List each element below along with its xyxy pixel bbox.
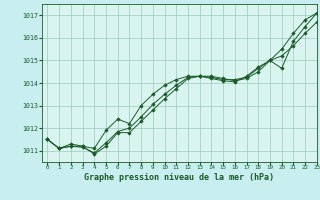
X-axis label: Graphe pression niveau de la mer (hPa): Graphe pression niveau de la mer (hPa) — [84, 173, 274, 182]
